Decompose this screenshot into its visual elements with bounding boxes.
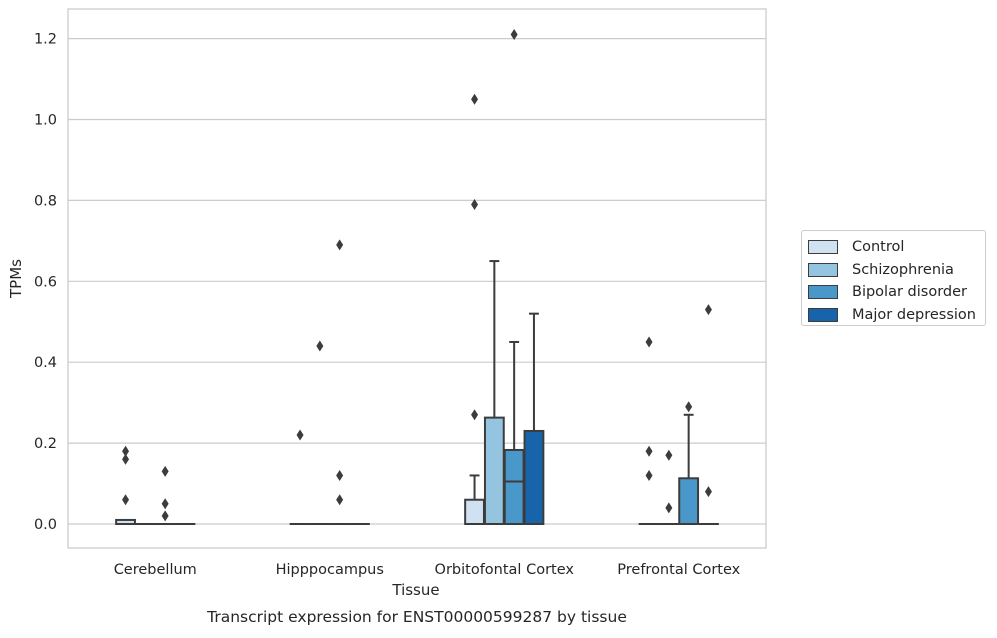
legend-item-bipolar-disorder: Bipolar disorder	[808, 281, 985, 304]
box-1-2	[330, 239, 349, 524]
y-tick-label: 1.2	[34, 32, 57, 48]
outlier-point	[162, 466, 169, 477]
legend-swatch-control	[808, 240, 838, 254]
legend-item-major-depression: Major depression	[808, 304, 985, 327]
legend-swatch-major-depression	[808, 308, 838, 322]
outlier-point	[162, 498, 169, 509]
y-tick-label: 0.8	[34, 193, 57, 209]
y-tick-label: 0.2	[34, 436, 57, 452]
box-layer	[116, 29, 718, 524]
outlier-point	[685, 401, 692, 412]
outlier-point	[665, 502, 672, 513]
box	[679, 478, 698, 524]
plot-frame	[68, 9, 766, 548]
outlier-point	[705, 486, 712, 497]
legend-item-schizophrenia: Schizophrenia	[808, 259, 985, 282]
box-0-2	[156, 466, 175, 524]
box-0-0	[116, 446, 135, 524]
box-2-2	[505, 29, 524, 524]
outlier-point	[162, 510, 169, 521]
legend-label-bipolar-disorder: Bipolar disorder	[852, 284, 967, 300]
box-2-3	[525, 314, 544, 524]
x-tick-label: Cerebellum	[114, 562, 197, 578]
outlier-point	[122, 454, 129, 465]
box	[525, 431, 544, 524]
outlier-point	[336, 239, 343, 250]
outlier-point	[646, 446, 653, 457]
outlier-point	[316, 341, 323, 352]
y-axis-label: TPMs	[7, 259, 25, 299]
outlier-point	[471, 409, 478, 420]
x-tick-label: Hipppocampus	[276, 562, 384, 578]
box-2-1	[485, 261, 504, 524]
box-3-2	[679, 401, 698, 524]
legend-label-schizophrenia: Schizophrenia	[852, 262, 954, 278]
y-tick-label: 0.6	[34, 274, 57, 290]
outlier-point	[471, 94, 478, 105]
box	[465, 500, 484, 524]
x-tick-label: Prefrontal Cortex	[617, 562, 740, 578]
box-3-0	[640, 336, 659, 524]
outlier-point	[336, 494, 343, 505]
y-tick-label: 0.0	[34, 517, 57, 533]
legend-swatch-bipolar-disorder	[808, 285, 838, 299]
outlier-point	[297, 430, 304, 441]
box	[505, 450, 524, 524]
box	[485, 418, 504, 524]
x-axis-label: Tissue	[391, 581, 439, 599]
box-3-3	[699, 304, 718, 524]
grid-layer	[68, 39, 766, 524]
x-tick-label: Orbitofontal Cortex	[435, 562, 575, 578]
outlier-point	[705, 304, 712, 315]
outlier-point	[646, 470, 653, 481]
y-tick-label: 1.0	[34, 113, 57, 129]
y-tick-labels: 0.0 0.2 0.4 0.6 0.8 1.0 1.2	[34, 32, 57, 533]
x-tick-labels: Cerebellum Hipppocampus Orbitofontal Corte…	[114, 562, 741, 578]
chart-title: Transcript expression for ENST0000059928…	[206, 608, 627, 626]
legend: Control Schizophrenia Bipolar disorder M…	[801, 230, 986, 326]
legend-item-control: Control	[808, 236, 985, 259]
outlier-point	[646, 336, 653, 347]
outlier-point	[336, 470, 343, 481]
legend-label-major-depression: Major depression	[852, 307, 976, 323]
outlier-point	[122, 494, 129, 505]
box-2-0	[465, 94, 484, 524]
legend-swatch-schizophrenia	[808, 263, 838, 277]
outlier-point	[665, 450, 672, 461]
box-3-1	[659, 450, 678, 524]
box-1-1	[310, 341, 329, 524]
y-tick-label: 0.4	[34, 355, 57, 371]
legend-label-control: Control	[852, 239, 904, 255]
